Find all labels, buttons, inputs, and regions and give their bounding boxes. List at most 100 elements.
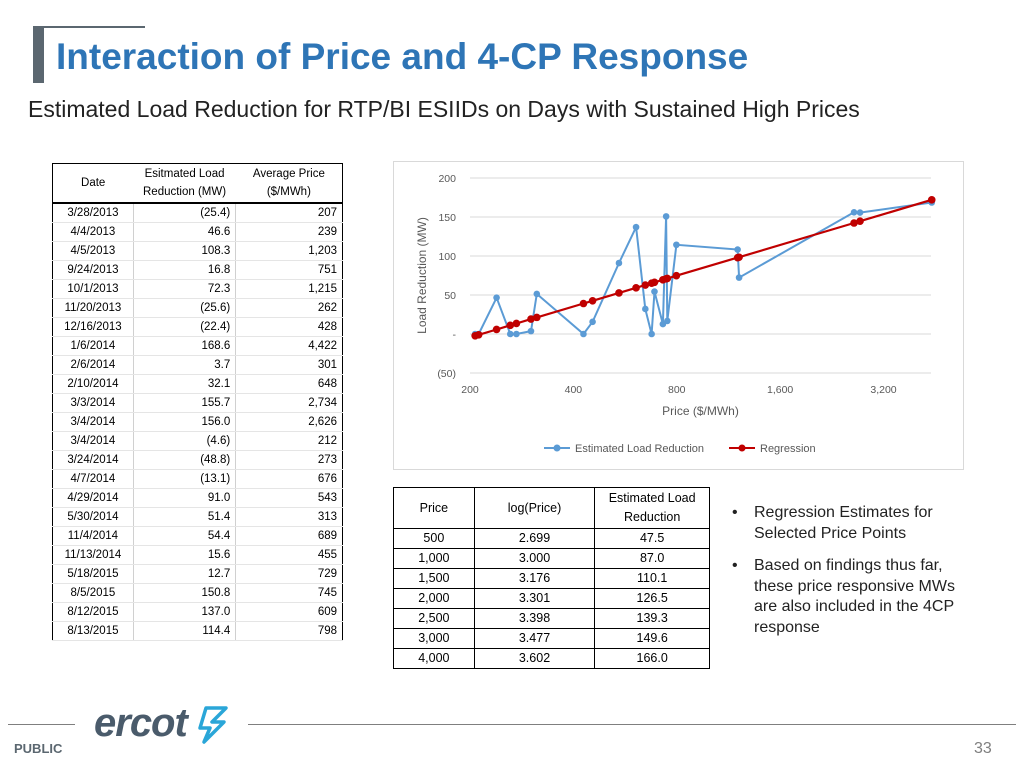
y-tick-label: 200: [438, 173, 456, 185]
load-reduction-cell: 15.6: [133, 545, 237, 565]
log-price-cell: 2.699: [473, 528, 596, 549]
svg-text:ercot: ercot: [94, 701, 189, 745]
date-cell: 11/13/2014: [52, 545, 134, 565]
table-row: 4/29/2014 91.0 543: [52, 488, 343, 508]
load-reduction-cell: 150.8: [133, 583, 237, 603]
load-reduction-cell: (48.8): [133, 450, 237, 470]
title-accent-line: [33, 26, 145, 28]
date-cell: 5/30/2014: [52, 507, 134, 527]
chart-container: (50) - 50 100 150 200 200 400 800 1,600 3,200 Price…: [393, 161, 964, 470]
data-point: [662, 213, 670, 220]
data-point: [664, 317, 671, 325]
header-estimated-load: Estimated Load Reduction: [594, 487, 710, 529]
data-point: [850, 209, 858, 216]
data-point: [735, 274, 743, 281]
load-reduction-cell: 46.6: [133, 222, 237, 242]
average-price-cell: 313: [235, 507, 343, 527]
legend-marker: [553, 444, 561, 452]
data-point: [673, 241, 680, 249]
average-price-cell: 676: [235, 469, 343, 489]
y-tick-label: 150: [438, 212, 456, 224]
header-average-price: Average Price ($/MWh): [252, 168, 325, 198]
estimated-load-cell: 166.0: [594, 648, 710, 669]
data-point: [734, 246, 741, 253]
data-point: [641, 281, 650, 289]
average-price-cell: 212: [235, 431, 343, 451]
table-row: 12/16/2013 (22.4) 428: [52, 317, 343, 337]
estimated-load-cell: 149.6: [594, 628, 710, 649]
legend-label: Regression: [760, 443, 816, 455]
date-cell: 3/4/2014: [52, 412, 134, 432]
footer-divider-left: [8, 724, 75, 725]
average-price-cell: 543: [235, 488, 343, 508]
data-point: [506, 330, 514, 338]
average-price-cell: 1,215: [235, 279, 343, 299]
load-reduction-cell: 168.6: [133, 336, 237, 356]
data-point: [850, 219, 858, 227]
table-row: 3/24/2014 (48.8) 273: [52, 450, 343, 470]
date-cell: 4/29/2014: [52, 488, 134, 508]
average-price-cell: 1,203: [235, 241, 343, 261]
data-point: [493, 294, 500, 301]
table-row: 3/4/2014 156.0 2,626: [52, 412, 343, 432]
date-cell: 9/24/2013: [52, 260, 134, 280]
y-tick-label: (50): [437, 368, 456, 380]
log-price-cell: 3.301: [473, 588, 596, 609]
table-row: 4/4/2013 46.6 239: [52, 222, 343, 242]
data-point: [735, 253, 743, 262]
table-row: 8/13/2015 114.4 798: [52, 621, 343, 641]
data-point: [632, 223, 640, 231]
average-price-cell: 609: [235, 602, 343, 622]
data-point: [506, 321, 515, 330]
log-price-cell: 3.602: [473, 648, 596, 669]
date-cell: 3/3/2014: [52, 393, 134, 413]
header-price: Price: [393, 487, 475, 529]
bullet-item: • Regression Estimates for Selected Pric…: [732, 503, 982, 544]
average-price-cell: 2,734: [235, 393, 343, 413]
data-point: [580, 330, 587, 338]
y-tick-label: 50: [444, 290, 456, 302]
data-point: [856, 217, 864, 226]
data-point: [579, 299, 588, 308]
bullet-item: • Based on findings thus far, these pric…: [732, 556, 982, 638]
estimated-load-cell: 126.5: [594, 588, 710, 609]
estimated-load-cell: 139.3: [594, 608, 710, 629]
price-cell: 2,500: [393, 608, 475, 629]
date-cell: 3/24/2014: [52, 450, 134, 470]
table-row: 1,000 3.000 87.0: [393, 548, 710, 569]
date-cell: 8/5/2015: [52, 583, 134, 603]
price-cell: 500: [393, 528, 475, 549]
title-accent-bar: [33, 27, 44, 83]
table-row: 11/13/2014 15.6 455: [52, 545, 343, 565]
header-log-price: log(Price): [473, 487, 596, 529]
table-row: 2,000 3.301 126.5: [393, 588, 710, 609]
date-cell: 4/4/2013: [52, 222, 134, 242]
page-number: 33: [974, 740, 992, 757]
estimated-load-cell: 87.0: [594, 548, 710, 569]
price-cell: 3,000: [393, 628, 475, 649]
data-point: [527, 315, 535, 323]
table-row: 10/1/2013 72.3 1,215: [52, 279, 343, 299]
price-cell: 2,000: [393, 588, 475, 609]
date-cell: 3/4/2014: [52, 431, 134, 451]
load-reduction-cell: 155.7: [133, 393, 237, 413]
x-tick-label: 200: [461, 384, 479, 396]
data-point: [642, 305, 649, 313]
table-row: 3,000 3.477 149.6: [393, 628, 710, 649]
data-point: [650, 278, 659, 287]
header-date: Date: [81, 177, 106, 189]
data-point: [856, 209, 864, 216]
bullet-marker: •: [732, 557, 738, 574]
y-tick-label: -: [453, 329, 457, 341]
public-label: PUBLIC: [14, 741, 63, 756]
load-price-table-body: 3/28/2013 (25.4) 207 4/4/2013 46.6 239 4/5/201…: [52, 203, 343, 641]
regression-table: Price log(Price) Estimated Load Reductio…: [393, 487, 710, 669]
date-cell: 4/5/2013: [52, 241, 134, 261]
average-price-cell: 751: [235, 260, 343, 280]
table-row: 2,500 3.398 139.3: [393, 608, 710, 629]
page-subtitle: Estimated Load Reduction for RTP/BI ESII…: [28, 96, 860, 122]
data-point: [533, 290, 541, 298]
x-tick-label: 800: [668, 384, 686, 396]
data-point: [615, 259, 623, 267]
data-point: [632, 284, 640, 292]
